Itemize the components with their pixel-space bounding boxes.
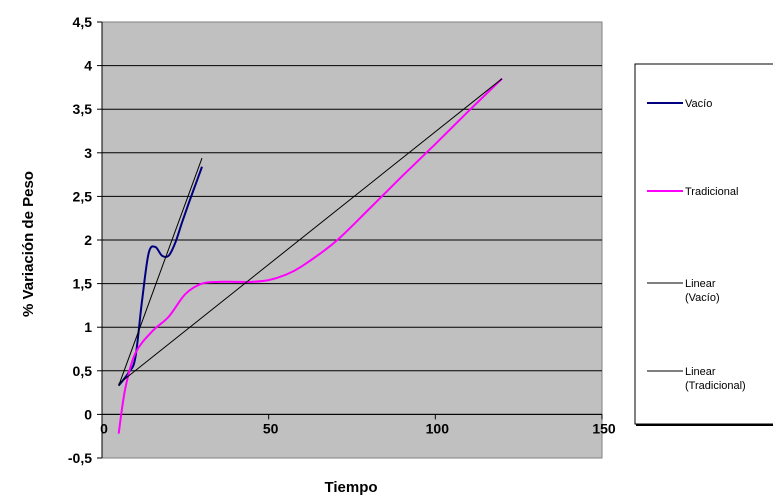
legend: Vacío Tradicional Linear (Vacío) Linear (Trad… <box>634 63 773 426</box>
legend-entry: Tradicional <box>685 186 738 198</box>
axes: -0,5 0 0,5 1 1,5 2 2,5 3 3,5 4 4,5 0 50 100 150 <box>68 14 616 466</box>
y-tick-label: 4,5 <box>73 14 93 30</box>
y-tick-label: 2 <box>84 232 92 248</box>
plot-area <box>101 21 603 459</box>
y-tick-label: 4 <box>84 58 92 74</box>
series-line-2 <box>118 157 203 386</box>
y-tick-label: 1,5 <box>73 276 93 292</box>
x-tick-label: 100 <box>426 420 450 436</box>
series-line-0 <box>117 166 203 387</box>
legend-box <box>634 63 773 425</box>
y-tick-label: 3,5 <box>73 101 93 117</box>
x-tick-label: 50 <box>263 420 279 436</box>
legend-entry: Linear (Vacío) <box>685 278 720 304</box>
series-line-1 <box>117 77 503 434</box>
y-tick-label: 1 <box>84 319 92 335</box>
legend-entry: Vacío <box>685 98 712 110</box>
y-axis-title: % Variación de Peso <box>20 171 37 317</box>
x-axis-title: Tiempo <box>324 479 377 496</box>
x-tick-label: 150 <box>592 420 616 436</box>
series-lines <box>117 77 503 434</box>
y-tick-label: -0,5 <box>68 450 92 466</box>
y-tick-label: 0,5 <box>73 363 93 379</box>
y-tick-label: 3 <box>84 145 92 161</box>
legend-entry: Linear (Tradicional) <box>685 366 746 392</box>
x-tick-label: 0 <box>100 420 108 436</box>
y-tick-label: 2,5 <box>73 188 93 204</box>
series-line-3 <box>118 78 503 385</box>
y-tick-label: 0 <box>84 406 92 422</box>
